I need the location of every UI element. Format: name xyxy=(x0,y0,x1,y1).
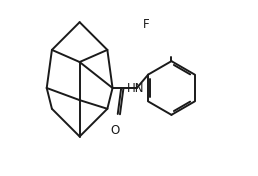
Text: HN: HN xyxy=(127,81,145,95)
Text: F: F xyxy=(143,18,150,31)
Text: O: O xyxy=(110,124,120,137)
